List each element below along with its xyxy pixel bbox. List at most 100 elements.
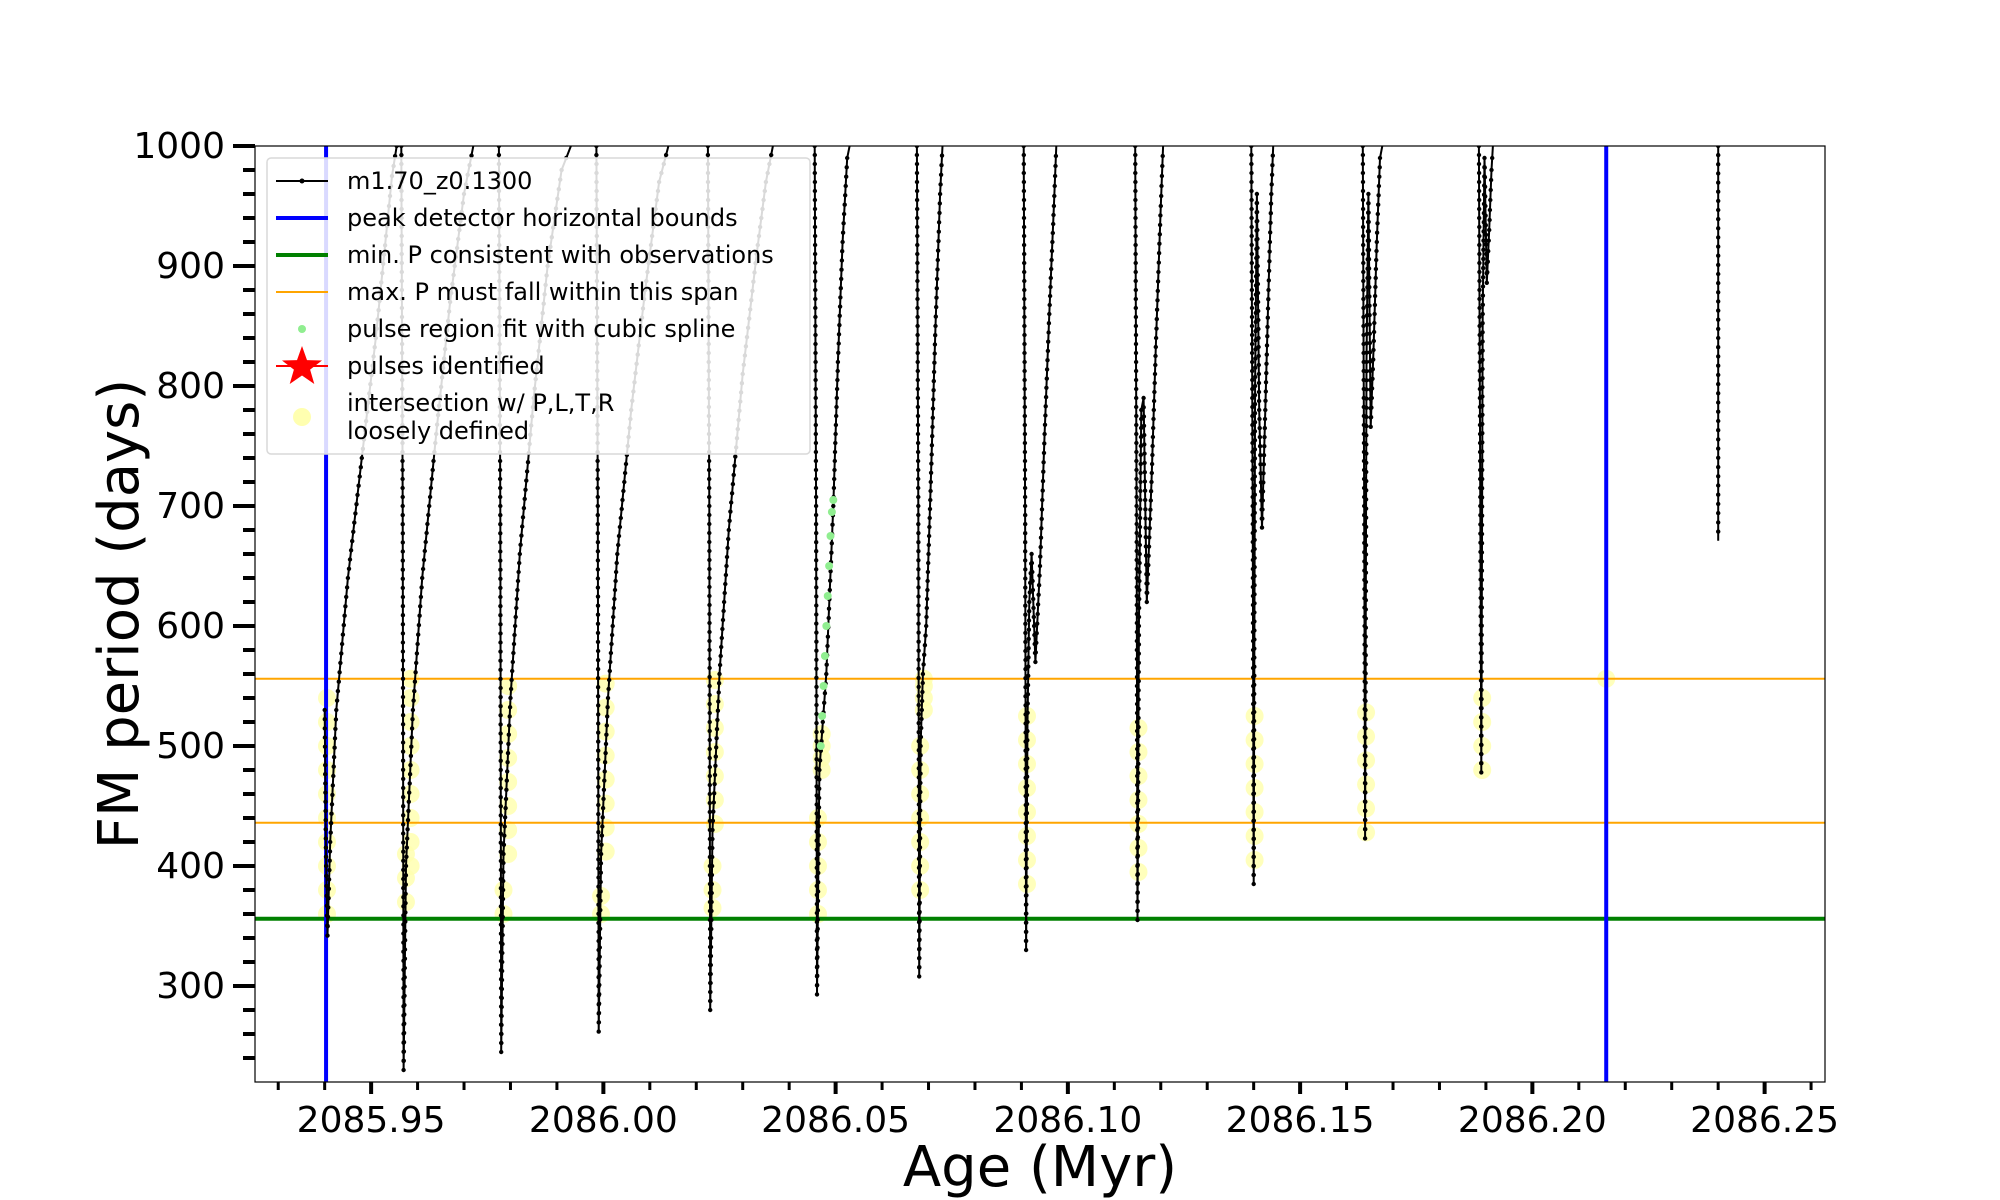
period-track-point — [931, 397, 936, 402]
period-track-point — [1022, 350, 1027, 356]
period-track-point — [1252, 420, 1258, 425]
period-track-point — [1133, 206, 1138, 212]
period-track-point — [1251, 836, 1257, 841]
period-track-point — [1367, 275, 1372, 280]
period-track-point — [1268, 220, 1273, 225]
period-track-point — [401, 785, 406, 791]
period-track-point — [597, 973, 602, 978]
period-track-point — [1367, 294, 1372, 299]
period-track-point — [402, 975, 407, 980]
period-track-point — [1137, 551, 1142, 557]
period-track-point — [814, 883, 819, 889]
period-track-point — [1366, 257, 1372, 262]
period-track-point — [1156, 250, 1162, 256]
period-track-point — [596, 1020, 602, 1025]
period-track-point — [405, 817, 411, 823]
period-track-point — [1477, 269, 1482, 275]
period-track-point — [1026, 636, 1031, 642]
period-track-point — [1133, 215, 1138, 221]
period-track-point — [814, 603, 819, 608]
period-track-point — [1361, 323, 1366, 329]
period-track-point — [1022, 521, 1028, 527]
period-track-point — [814, 630, 819, 635]
period-track-point — [1157, 241, 1162, 246]
period-track-point — [814, 856, 819, 861]
period-track-point — [711, 800, 716, 805]
period-track-point — [824, 671, 829, 677]
period-track-point — [402, 938, 408, 943]
period-track-point — [410, 707, 416, 713]
period-track-point — [1023, 920, 1029, 925]
period-track-point — [338, 660, 343, 666]
period-track-point — [1025, 728, 1030, 734]
period-track-point — [1479, 541, 1485, 546]
period-track-point — [498, 776, 503, 782]
period-track-point — [813, 404, 818, 410]
period-track-point — [1147, 535, 1152, 540]
period-track-point — [1134, 557, 1139, 563]
period-track-point — [595, 494, 600, 500]
period-track-point — [1364, 469, 1369, 475]
period-track-point — [814, 684, 819, 690]
legend-label: peak detector horizontal bounds — [347, 204, 738, 232]
period-track-point — [813, 332, 818, 338]
period-track-point — [814, 748, 819, 753]
period-track-point — [816, 851, 821, 857]
period-track-point — [1479, 715, 1484, 720]
period-track-point — [925, 569, 931, 575]
period-track-point — [1480, 431, 1485, 436]
period-track-point — [1371, 338, 1377, 344]
period-track-point — [1364, 414, 1369, 420]
period-track-point — [1716, 180, 1721, 185]
period-track-point — [1250, 368, 1255, 374]
period-track-point — [717, 662, 723, 668]
period-track-point — [1021, 224, 1027, 230]
period-track-point — [711, 809, 716, 814]
period-track-point — [919, 725, 924, 731]
period-track-point — [1023, 648, 1028, 654]
period-track-point — [1137, 569, 1142, 575]
period-track-point — [935, 257, 940, 263]
period-track-point — [927, 524, 932, 530]
period-track-point — [1021, 161, 1026, 167]
period-track-point — [509, 677, 514, 683]
spline-fit-point — [819, 682, 828, 690]
period-track-point — [616, 542, 621, 548]
period-track-point — [1026, 646, 1031, 651]
period-track-point — [1251, 809, 1257, 814]
period-track-point — [419, 585, 424, 590]
period-track-point — [353, 511, 358, 516]
period-track-point — [595, 630, 601, 636]
period-track-point — [1151, 416, 1156, 422]
period-track-point — [1138, 506, 1143, 512]
period-track-point — [403, 900, 408, 906]
period-track-point — [814, 558, 819, 563]
period-track-point — [1133, 161, 1138, 167]
period-track-point — [1252, 700, 1257, 706]
period-track-point — [595, 603, 601, 608]
period-track-point — [323, 799, 328, 804]
period-track-point — [725, 545, 730, 551]
period-track-point — [1134, 395, 1139, 401]
period-track-point — [1025, 710, 1030, 715]
period-track-point — [838, 286, 843, 291]
period-track-point — [1134, 593, 1140, 599]
period-track-point — [1022, 278, 1027, 284]
period-track-point — [1254, 209, 1260, 215]
period-track-point — [498, 531, 503, 536]
period-track-point — [596, 830, 601, 835]
period-track-point — [600, 815, 605, 820]
period-track-point — [1716, 474, 1721, 479]
period-track-point — [1480, 458, 1485, 463]
period-track-point — [401, 794, 406, 800]
period-track-point — [814, 820, 819, 825]
period-track-point — [938, 172, 944, 177]
period-track-point — [1361, 314, 1366, 320]
y-tick-label: 1000 — [133, 126, 225, 167]
period-track-point — [814, 639, 819, 644]
period-track-point — [1480, 403, 1485, 408]
period-track-point — [1255, 263, 1260, 269]
period-track-point — [1026, 664, 1031, 669]
period-track-point — [400, 758, 406, 763]
period-track-point — [1133, 188, 1138, 194]
